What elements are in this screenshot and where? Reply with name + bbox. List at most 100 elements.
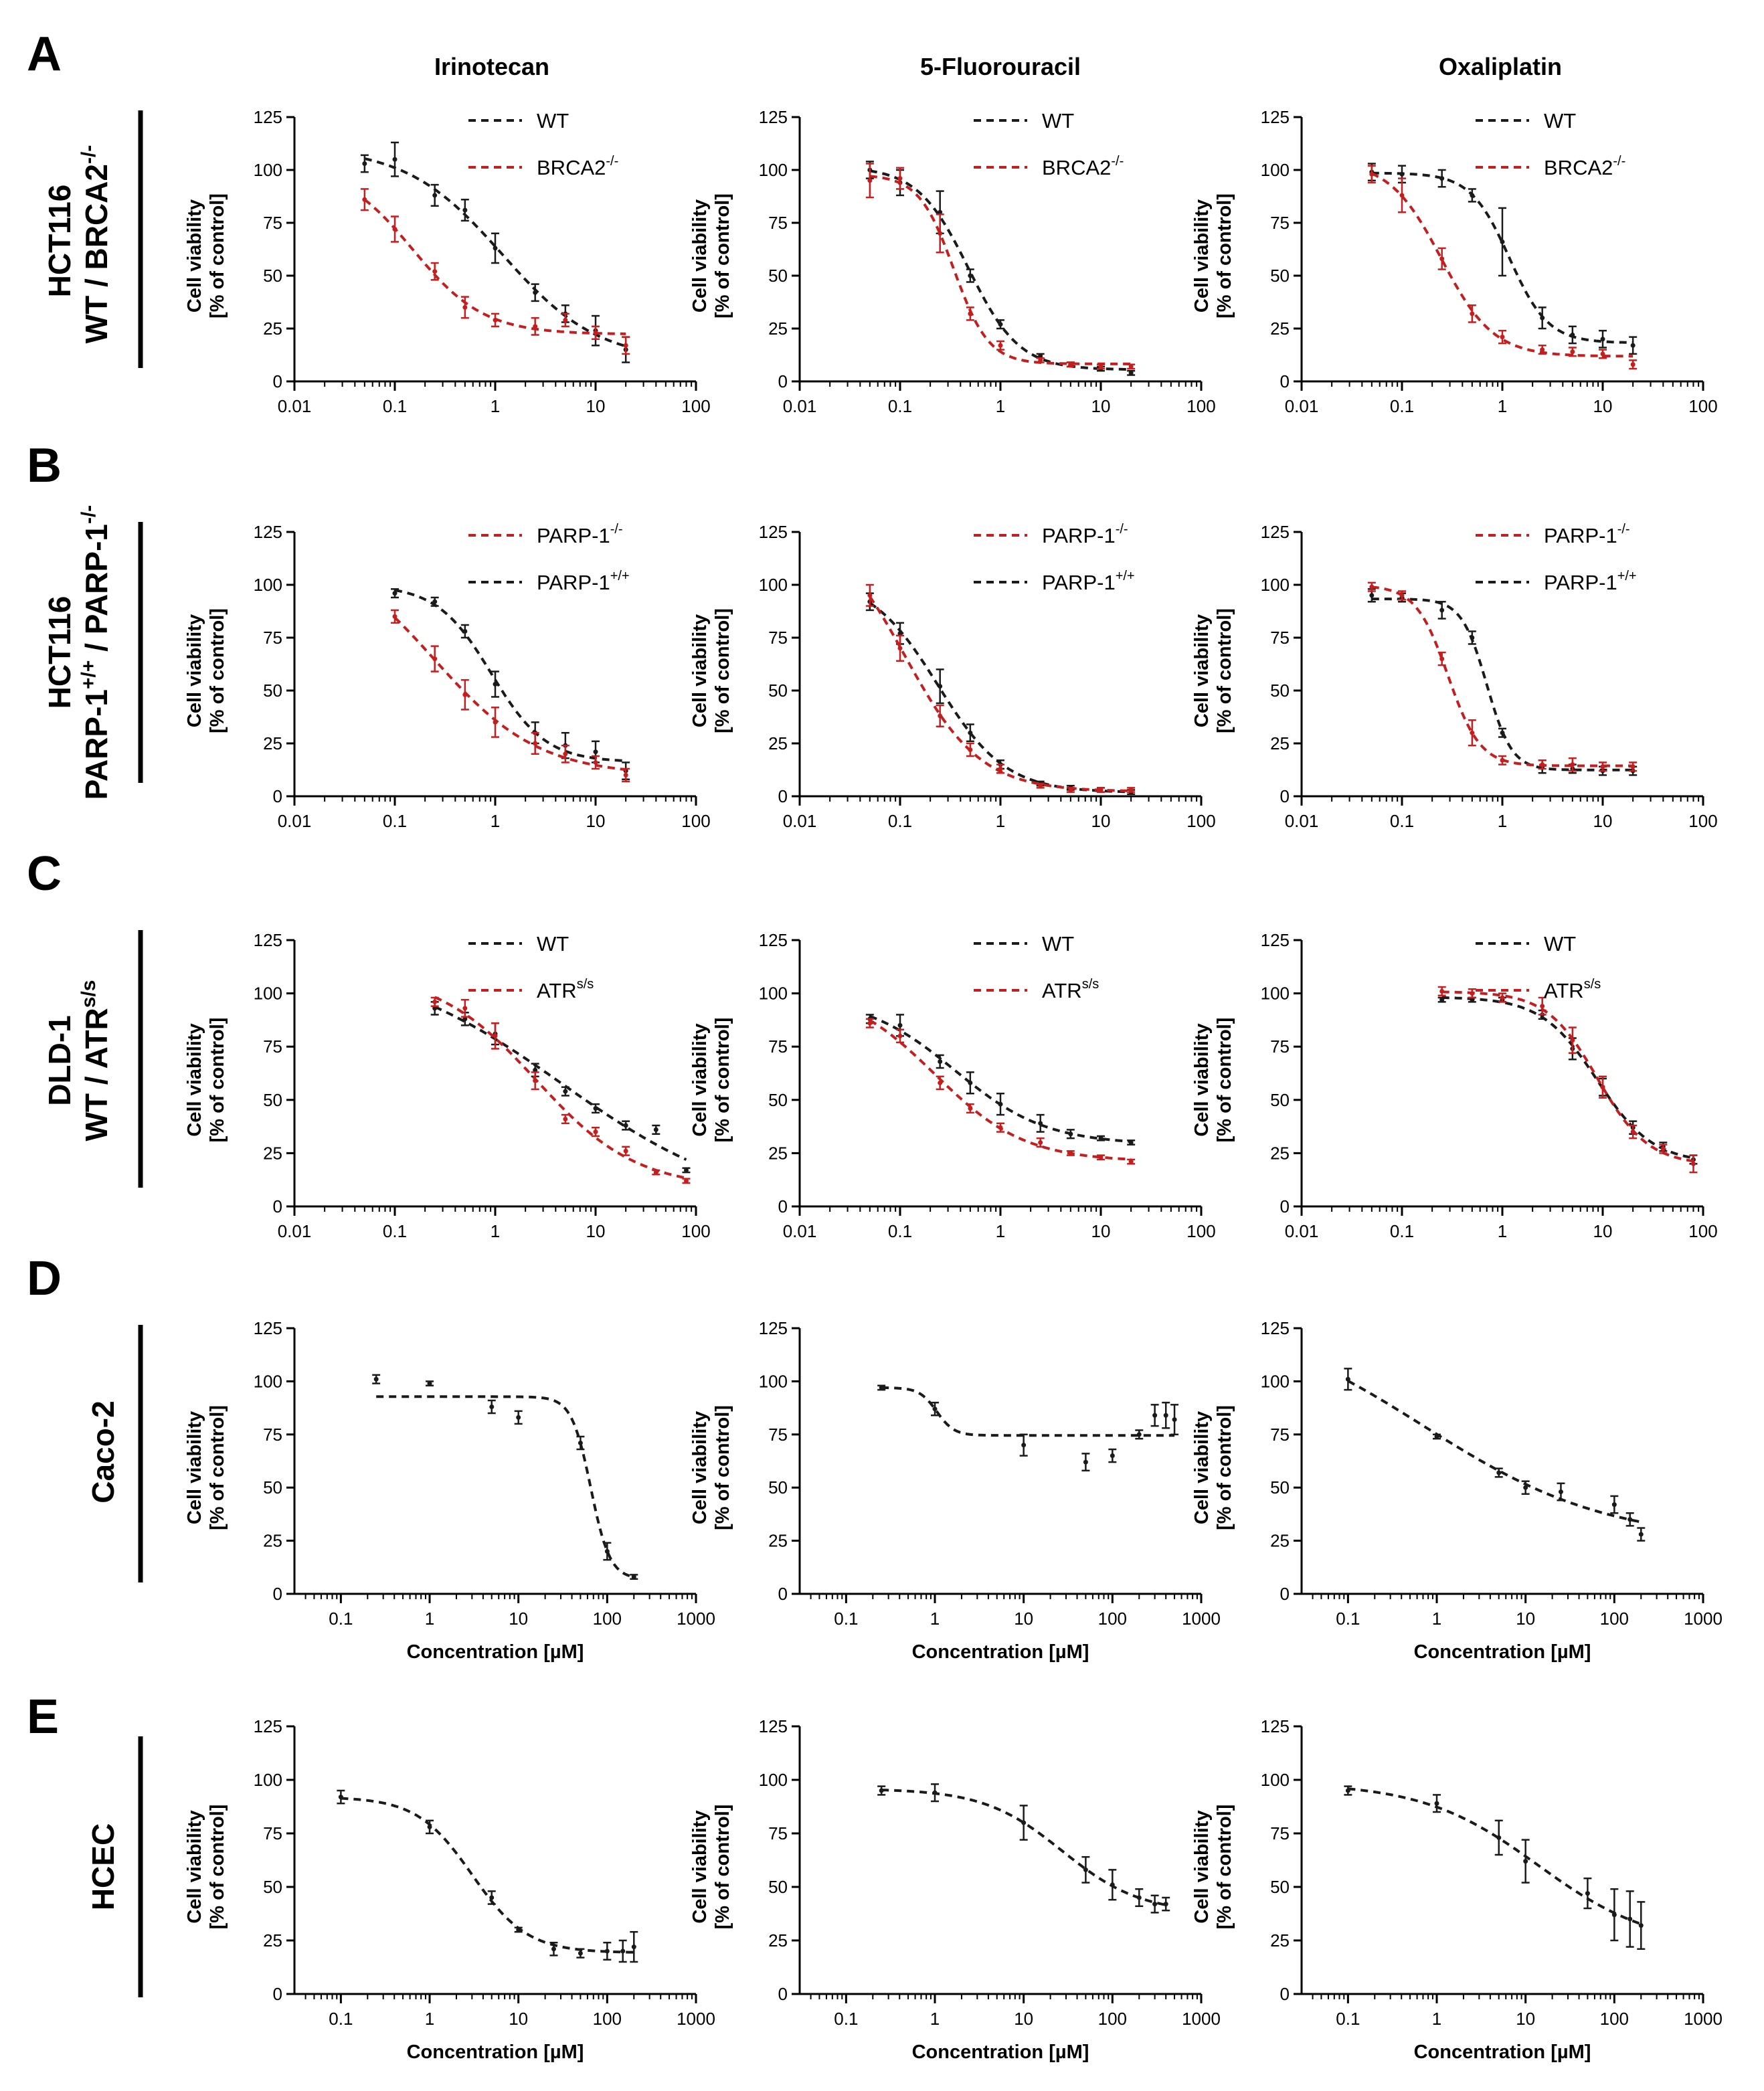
point-marker — [1500, 757, 1505, 763]
data-point — [1599, 329, 1607, 349]
point-marker — [998, 1125, 1003, 1130]
row-a-label-line1: HCT116 — [42, 185, 77, 298]
legend-entry-parp-1: PARP-1-/- — [1476, 522, 1630, 547]
data-point — [1437, 169, 1446, 188]
point-marker — [462, 1016, 468, 1022]
point-marker — [427, 1381, 432, 1386]
y-tick-label-75: 75 — [1270, 1823, 1290, 1843]
legend-name: PARP-1 — [1042, 524, 1116, 547]
data-point — [1135, 1888, 1144, 1908]
y-tick-label-75: 75 — [263, 1823, 282, 1843]
x-tick-label-1: 1 — [491, 811, 500, 831]
point-marker — [1172, 1417, 1177, 1423]
x-tick-label-0-1: 0.1 — [383, 811, 407, 831]
point-marker — [1600, 764, 1605, 769]
y-tick-label-0: 0 — [1280, 371, 1290, 391]
y-tick-label-50: 50 — [263, 1477, 282, 1497]
data-point — [896, 167, 904, 190]
y-axis-title-line2: [% of control] — [207, 1405, 228, 1530]
series-data — [337, 1789, 638, 1963]
y-tick-label-50: 50 — [768, 1090, 788, 1110]
chart-a-oxaliplatin: 0 25 50 75 100 125 0.01 0.1 1 10 100 Cell viability… — [1191, 107, 1718, 416]
x-tick-label-100: 100 — [1186, 396, 1215, 416]
point-marker — [1630, 343, 1636, 348]
x-tick-label-1000: 1000 — [1182, 1609, 1221, 1629]
y-tick-label-50: 50 — [1270, 266, 1290, 286]
y-tick-label-100: 100 — [759, 160, 788, 180]
x-tick-label-10: 10 — [1593, 396, 1613, 416]
x-tick-label-1: 1 — [425, 2009, 434, 2029]
y-tick-label-0: 0 — [273, 1196, 282, 1216]
data-point — [1599, 761, 1607, 772]
row-c-header: C DLD-1 WT / ATRs/s — [27, 847, 143, 1188]
point-marker — [867, 1020, 873, 1026]
data-point — [1659, 1144, 1668, 1154]
data-point — [1162, 1401, 1170, 1429]
data-point — [1468, 630, 1476, 645]
data-point — [360, 188, 369, 211]
point-marker — [1690, 1161, 1696, 1166]
point-marker — [1434, 1801, 1439, 1806]
y-axis-title-line1: Cell viability — [184, 1023, 205, 1136]
point-marker — [1540, 315, 1545, 321]
point-marker — [533, 324, 538, 329]
point-marker — [932, 1406, 938, 1412]
y-axis-title-line2: [% of control] — [1214, 193, 1235, 319]
point-marker — [631, 1944, 636, 1950]
y-axis-title: Cell viability[% of control] — [184, 1405, 228, 1530]
x-tick-label-1: 1 — [1498, 396, 1507, 416]
point-marker — [968, 1080, 973, 1085]
data-point — [865, 163, 874, 199]
fit-curve — [1371, 598, 1634, 771]
fit-curve — [869, 169, 1132, 371]
point-marker — [593, 749, 598, 755]
data-point — [1629, 761, 1638, 772]
legend-name: WT — [1544, 109, 1576, 132]
column-title-5-fluorouracil: 5-Fluorouracil — [920, 53, 1081, 80]
point-marker — [1500, 995, 1505, 1000]
data-point — [1127, 363, 1136, 370]
data-point — [1538, 759, 1547, 770]
point-marker — [1163, 1413, 1168, 1418]
series-parp-1 — [391, 588, 630, 780]
point-marker — [683, 1178, 689, 1184]
data-point — [531, 283, 539, 302]
y-tick-label-25: 25 — [768, 733, 788, 753]
series-wt — [1437, 996, 1698, 1165]
y-axis-title: Cell viability[% of control] — [184, 608, 228, 733]
y-tick-label-50: 50 — [1270, 1090, 1290, 1110]
data-point — [1629, 359, 1638, 370]
y-axis-title-line2: [% of control] — [1214, 608, 1235, 733]
data-point — [1437, 601, 1446, 620]
point-marker — [1523, 1485, 1528, 1490]
panel-letter-e: E — [27, 1690, 59, 1744]
legend-entry-wt: WT — [1476, 109, 1576, 132]
y-axis-title-line2: [% of control] — [712, 1805, 733, 1930]
data-point — [630, 1930, 638, 1963]
x-tick-label-0-1: 0.1 — [1390, 396, 1414, 416]
series-data — [1344, 1368, 1646, 1542]
fit-curve — [376, 1395, 634, 1578]
data-point — [1036, 782, 1045, 789]
column-title-irinotecan: Irinotecan — [434, 53, 549, 80]
data-point — [514, 1410, 523, 1425]
data-point — [1036, 1137, 1045, 1148]
x-tick-label-1: 1 — [996, 396, 1005, 416]
y-axis-title-line1: Cell viability — [1191, 1023, 1213, 1136]
legend-name: WT — [537, 109, 569, 132]
data-point — [592, 755, 600, 770]
data-point — [1127, 1140, 1136, 1146]
row-b-label: HCT116 — [42, 596, 77, 709]
fit-curve — [881, 1386, 1175, 1437]
row-b-label-line2a: PARP-1 — [79, 689, 114, 800]
point-marker — [897, 631, 903, 636]
point-marker — [653, 1127, 658, 1132]
data-point — [618, 1939, 627, 1963]
data-point — [430, 262, 439, 281]
y-tick-label-100: 100 — [759, 984, 788, 1004]
data-point — [1437, 996, 1446, 1003]
point-marker — [1128, 370, 1134, 375]
y-tick-label-75: 75 — [768, 1036, 788, 1057]
y-axis-title: Cell viability[% of control] — [184, 193, 228, 319]
